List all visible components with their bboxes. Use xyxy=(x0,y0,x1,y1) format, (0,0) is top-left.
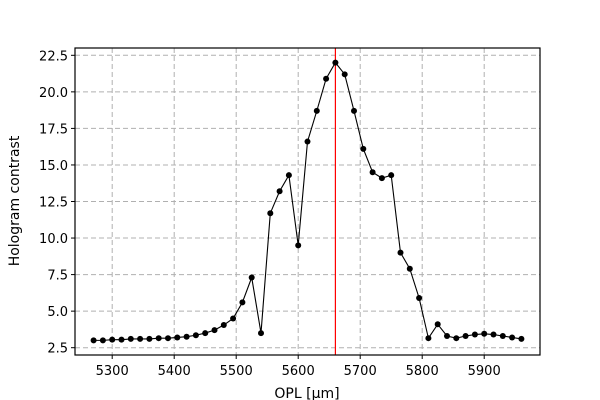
data-point xyxy=(462,332,469,339)
data-point xyxy=(304,138,311,145)
data-point xyxy=(425,335,432,342)
y-tick-label: 15.0 xyxy=(39,159,68,174)
data-point xyxy=(518,335,525,342)
x-tick-label: 5600 xyxy=(282,364,315,379)
y-tick-label: 7.5 xyxy=(47,269,68,284)
data-point xyxy=(444,332,450,339)
data-point xyxy=(137,335,144,342)
data-point xyxy=(90,337,97,344)
data-point xyxy=(406,265,413,272)
data-point xyxy=(276,188,283,195)
data-point xyxy=(397,249,404,256)
data-point xyxy=(165,335,171,342)
data-point xyxy=(313,107,320,114)
data-point xyxy=(230,315,237,322)
data-point xyxy=(183,333,190,340)
data-point xyxy=(332,59,339,66)
series-layer xyxy=(90,59,525,344)
data-point xyxy=(509,334,516,341)
data-point xyxy=(351,107,357,114)
data-point xyxy=(127,335,134,342)
data-point xyxy=(434,321,441,328)
data-point xyxy=(118,336,125,343)
y-tick-label: 20.0 xyxy=(39,86,68,101)
data-point xyxy=(202,330,209,337)
data-point xyxy=(378,175,385,182)
data-point xyxy=(211,327,218,334)
x-tick-label: 5800 xyxy=(406,364,439,379)
data-point xyxy=(192,332,199,339)
grid-layer xyxy=(75,48,540,355)
y-tick-label: 12.5 xyxy=(39,196,68,211)
y-tick-label: 5.0 xyxy=(47,305,68,320)
data-point xyxy=(295,242,302,249)
x-tick-label: 5400 xyxy=(158,364,191,379)
data-point xyxy=(481,330,488,337)
data-point xyxy=(416,294,423,301)
data-point xyxy=(99,337,106,344)
data-point xyxy=(360,145,367,152)
x-axis-label: OPL [μm] xyxy=(274,386,339,400)
x-tick-label: 5500 xyxy=(220,364,253,379)
x-tick-label: 5700 xyxy=(344,364,377,379)
y-tick-label: 22.5 xyxy=(39,49,68,64)
data-point xyxy=(109,336,116,343)
y-axis-label: Hologram contrast xyxy=(7,135,23,266)
data-point xyxy=(239,299,246,306)
y-tick-label: 10.0 xyxy=(39,232,68,247)
data-point xyxy=(453,335,460,342)
data-point xyxy=(499,332,506,339)
data-point xyxy=(369,169,376,176)
data-point xyxy=(490,331,497,338)
data-point xyxy=(388,172,395,179)
data-point xyxy=(258,330,264,337)
x-axis-ticks: 5300 5400 5500 5600 5700 5800 5900 xyxy=(96,355,501,379)
y-tick-label: 17.5 xyxy=(39,122,68,137)
data-point xyxy=(155,335,162,342)
data-point xyxy=(174,334,181,341)
y-axis-ticks: 2.5 5.0 7.5 10.0 12.5 15.0 17.5 20.0 22.5 xyxy=(39,49,75,357)
data-point xyxy=(146,335,153,342)
x-tick-label: 5300 xyxy=(96,364,129,379)
data-point xyxy=(471,331,478,338)
data-point xyxy=(341,71,348,78)
data-point xyxy=(267,210,274,217)
data-point xyxy=(285,172,292,179)
y-tick-label: 2.5 xyxy=(47,342,68,357)
data-point xyxy=(323,75,330,82)
x-tick-label: 5900 xyxy=(468,364,501,379)
data-point xyxy=(248,274,255,281)
data-point xyxy=(220,322,227,329)
